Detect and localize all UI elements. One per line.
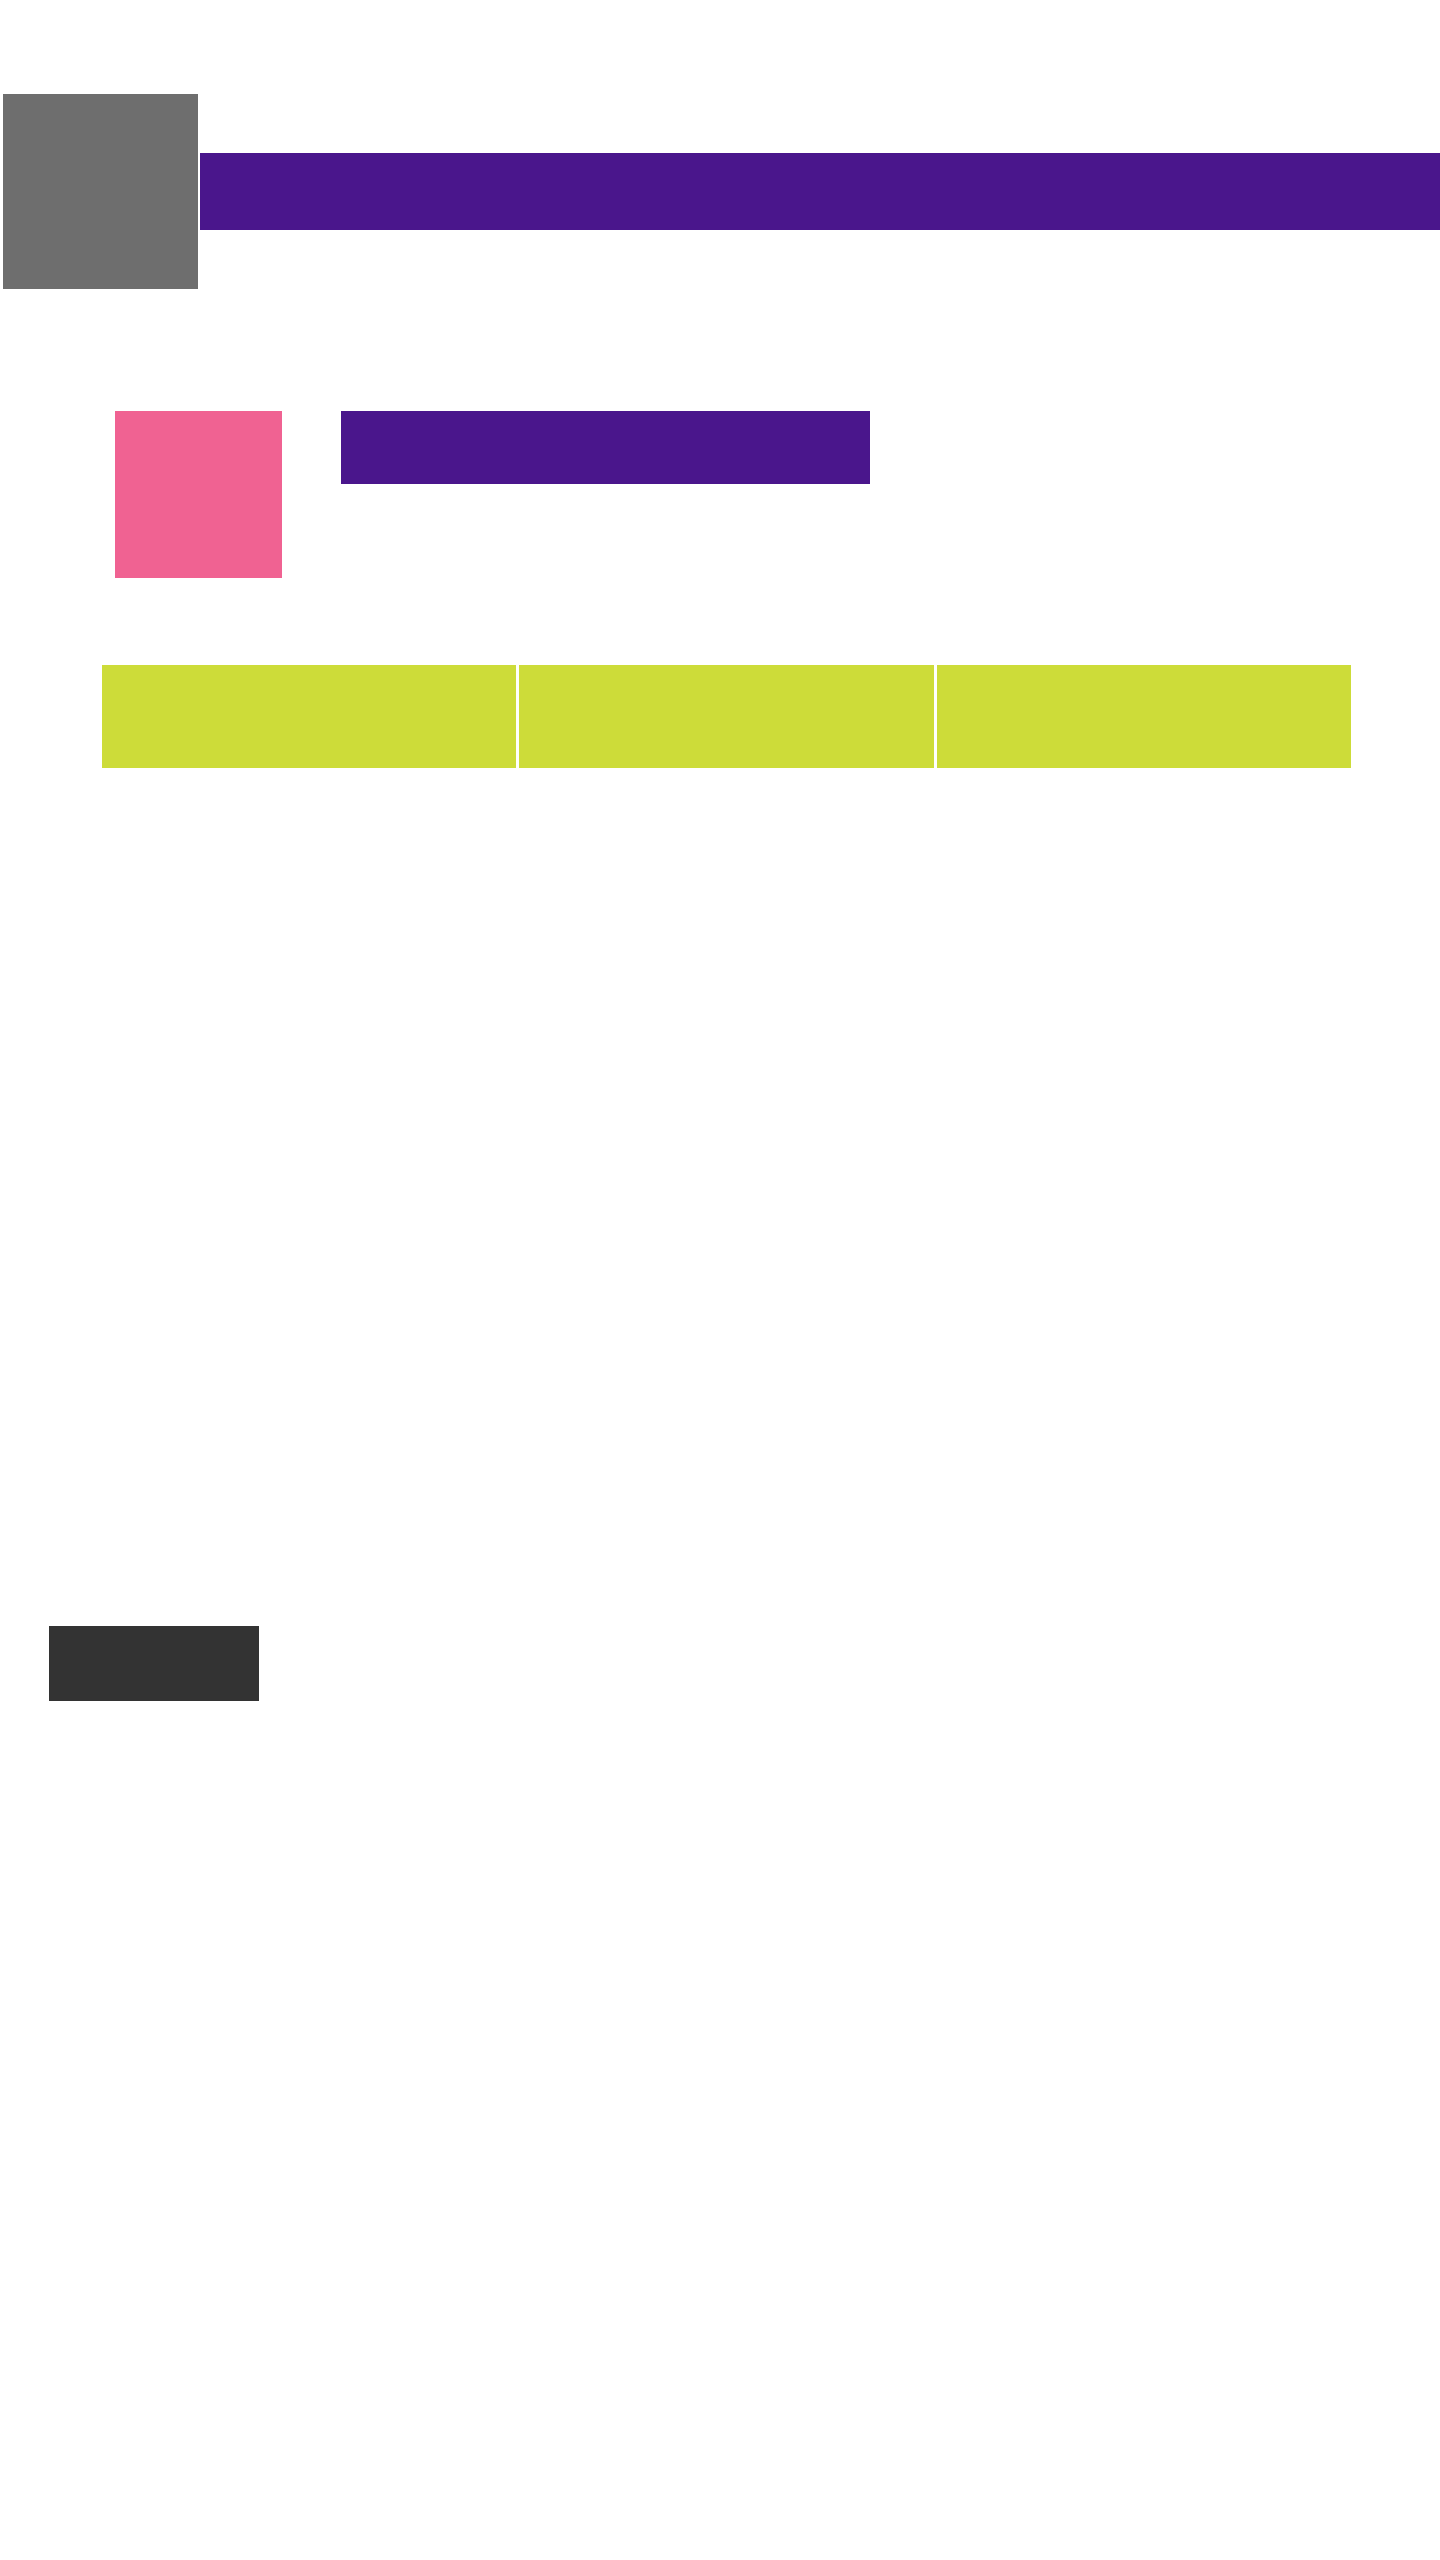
- action-button[interactable]: [49, 1626, 259, 1701]
- header-image: [3, 94, 198, 289]
- header-title-bar: [200, 153, 1440, 230]
- tab-strip: [102, 665, 1351, 768]
- card-image: [115, 411, 282, 578]
- card-title-bar: [341, 411, 870, 484]
- tab-1[interactable]: [102, 665, 517, 768]
- tab-3[interactable]: [936, 665, 1351, 768]
- tab-2[interactable]: [519, 665, 934, 768]
